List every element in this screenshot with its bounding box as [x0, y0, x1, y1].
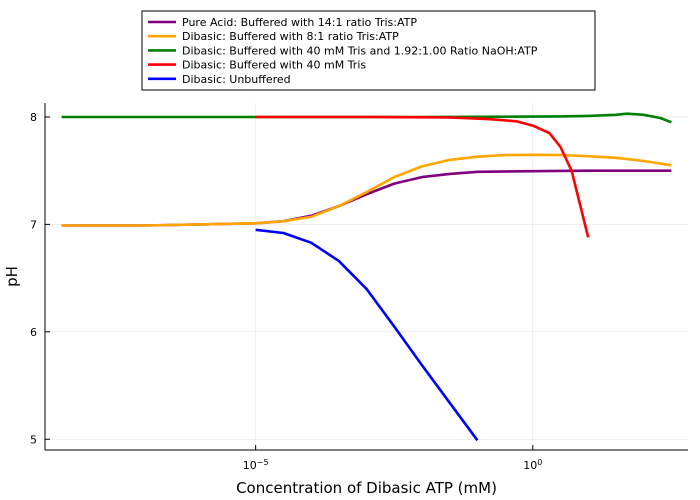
series-line-4: [255, 115, 590, 238]
legend: Pure Acid: Buffered with 14:1 ratio Tris…: [141, 10, 596, 91]
grid-lines: [45, 103, 688, 450]
y-tick-label: 6: [30, 326, 37, 339]
y-tick-label: 8: [30, 111, 37, 124]
series-lines: [61, 112, 672, 442]
x-tick-label: 10−5: [243, 458, 269, 473]
legend-entry: Dibasic: Buffered with 8:1 ratio Tris:AT…: [182, 30, 399, 43]
x-tick-label: 100: [523, 458, 542, 473]
y-tick-label: 5: [30, 433, 37, 446]
series-line-5: [255, 228, 479, 442]
axes: [44, 103, 688, 451]
legend-entry: Dibasic: Buffered with 40 mM Tris: [182, 59, 366, 72]
legend-box: [141, 10, 596, 91]
legend-entry: Pure Acid: Buffered with 14:1 ratio Tris…: [182, 16, 417, 29]
series-line-1: [61, 169, 672, 227]
tick-labels: 5 6 7 8 10−5 100: [30, 111, 542, 472]
series-line-2: [61, 153, 672, 227]
legend-entry: Dibasic: Unbuffered: [182, 73, 291, 86]
y-axis-label: pH: [3, 266, 21, 287]
y-tick-label: 7: [30, 218, 37, 231]
x-axis-label: Concentration of Dibasic ATP (mM): [236, 479, 497, 497]
legend-entry: Dibasic: Buffered with 40 mM Tris and 1.…: [182, 44, 538, 57]
